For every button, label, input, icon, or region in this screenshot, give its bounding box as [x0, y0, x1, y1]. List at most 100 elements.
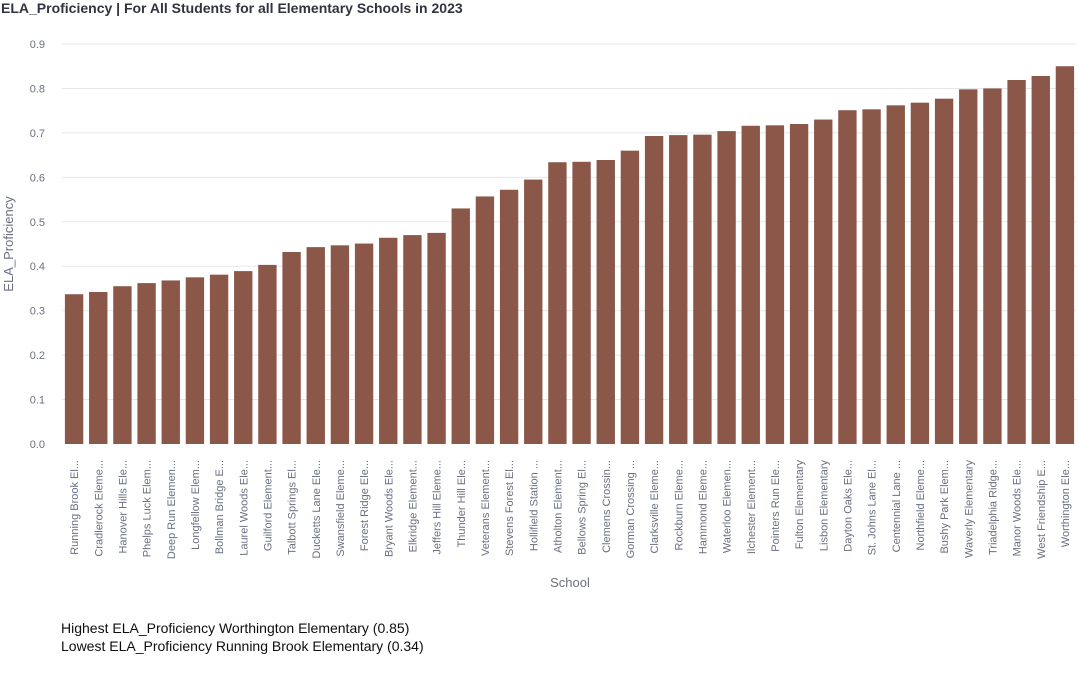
- bar[interactable]: [693, 134, 712, 444]
- x-tick-label: Elkridge Element...: [407, 460, 419, 552]
- bar[interactable]: [838, 110, 857, 444]
- bar[interactable]: [89, 292, 108, 444]
- y-tick-label: 0.1: [30, 395, 45, 407]
- summary-panel: Highest ELA_Proficiency Worthington Elem…: [61, 619, 424, 655]
- x-tick-label: Running Brook El...: [69, 460, 81, 555]
- bar[interactable]: [959, 89, 978, 444]
- x-tick-label: Dayton Oaks Ele...: [842, 460, 854, 552]
- bar[interactable]: [137, 283, 156, 444]
- x-tick-label: Lisbon Elementary: [818, 460, 830, 552]
- x-tick-label: Manor Woods Ele...: [1012, 460, 1024, 556]
- x-tick-label: Atholton Element...: [552, 460, 564, 553]
- bar[interactable]: [765, 125, 785, 444]
- bar[interactable]: [161, 280, 180, 444]
- x-axis-ticks: Running Brook El... Cradlerock Eleme... Ha…: [69, 460, 1072, 560]
- bar[interactable]: [499, 189, 519, 444]
- bar[interactable]: [379, 237, 398, 444]
- highest-summary: Highest ELA_Proficiency Worthington Elem…: [61, 620, 410, 636]
- y-tick-label: 0.2: [30, 350, 45, 362]
- y-tick-label: 0.9: [30, 39, 45, 51]
- bar[interactable]: [185, 277, 205, 444]
- x-tick-label: Cradlerock Eleme...: [93, 460, 105, 557]
- x-tick-label: Bellows Spring El...: [577, 460, 589, 555]
- x-tick-label: Hanover Hills Ele...: [117, 460, 129, 554]
- x-tick-label: Pointers Run Ele...: [770, 460, 782, 552]
- bar[interactable]: [306, 247, 325, 444]
- bar[interactable]: [596, 160, 615, 444]
- x-tick-label: West Friendship E...: [1036, 460, 1048, 559]
- bar[interactable]: [330, 245, 350, 444]
- x-tick-label: Fulton Elementary: [794, 460, 806, 550]
- gridlines: [62, 43, 1077, 401]
- x-tick-label: Waverly Elementary: [963, 460, 975, 559]
- x-tick-label: Swansfield Eleme...: [335, 460, 347, 557]
- bar[interactable]: [1007, 80, 1026, 444]
- bar[interactable]: [524, 179, 543, 445]
- bar[interactable]: [258, 264, 277, 444]
- bar[interactable]: [789, 124, 809, 444]
- chart-title: ELA_Proficiency | For All Students for a…: [1, 0, 463, 16]
- x-tick-label: Laurel Woods Ele...: [238, 460, 250, 556]
- x-tick-label: Veterans Element...: [480, 460, 492, 556]
- bar[interactable]: [427, 232, 446, 444]
- bar[interactable]: [64, 294, 84, 444]
- x-tick-label: Stevens Forest El...: [504, 460, 516, 556]
- x-tick-label: Guilford Element...: [262, 460, 274, 551]
- x-tick-label: Bushy Park Elem...: [939, 460, 951, 554]
- bar[interactable]: [620, 150, 640, 444]
- y-tick-label: 0.6: [30, 172, 45, 184]
- x-tick-label: Phelps Luck Elem...: [142, 460, 154, 557]
- bar[interactable]: [354, 243, 374, 444]
- y-tick-label: 0.3: [30, 306, 45, 318]
- bar[interactable]: [741, 125, 760, 445]
- bar[interactable]: [983, 88, 1002, 444]
- bar[interactable]: [1031, 76, 1050, 444]
- bar[interactable]: [934, 98, 954, 445]
- bar[interactable]: [475, 196, 495, 444]
- bar[interactable]: [886, 105, 905, 444]
- bars: [64, 66, 1075, 445]
- bar[interactable]: [403, 235, 422, 444]
- x-tick-label: Bryant Woods Ele...: [383, 460, 395, 557]
- y-tick-label: 0.5: [30, 217, 45, 229]
- bar[interactable]: [113, 286, 132, 444]
- bar[interactable]: [814, 119, 833, 445]
- lowest-summary: Lowest ELA_Proficiency Running Brook Ele…: [61, 638, 424, 654]
- bar[interactable]: [451, 208, 470, 444]
- x-tick-label: Triadelphia Ridge...: [987, 460, 999, 555]
- bar[interactable]: [1055, 66, 1075, 444]
- x-tick-label: Rockburn Eleme...: [673, 460, 685, 550]
- bar-chart: 0.0 0.1 0.2 0.3 0.4 0.5 0.6 0.7 0.8 0.9 Running B…: [1, 39, 1077, 590]
- bar[interactable]: [209, 274, 229, 444]
- x-tick-label: Jeffers Hill Eleme...: [432, 460, 444, 555]
- y-axis-title: ELA_Proficiency: [1, 196, 16, 292]
- bar[interactable]: [644, 136, 664, 444]
- x-tick-label: Forest Ridge Ele...: [359, 460, 371, 551]
- y-axis-ticks: 0.0 0.1 0.2 0.3 0.4 0.5 0.6 0.7 0.8 0.9: [30, 39, 45, 451]
- y-tick-label: 0.7: [30, 128, 45, 140]
- bar[interactable]: [548, 162, 567, 444]
- bar[interactable]: [669, 135, 688, 444]
- bar[interactable]: [862, 109, 881, 444]
- x-tick-label: Bollman Bridge E...: [214, 460, 226, 554]
- x-tick-label: Northfield Eleme...: [915, 460, 927, 550]
- bar[interactable]: [234, 271, 253, 444]
- x-tick-label: Ducketts Lane Ele...: [311, 460, 323, 558]
- x-tick-label: Centennial Lane ...: [891, 460, 903, 552]
- x-tick-label: Hollifield Station ...: [528, 460, 540, 551]
- y-tick-label: 0.8: [30, 83, 45, 95]
- bar[interactable]: [282, 252, 301, 444]
- x-tick-label: Hammond Eleme...: [697, 460, 709, 554]
- x-tick-label: Talbott Springs El...: [287, 460, 299, 555]
- bar[interactable]: [717, 131, 736, 444]
- x-tick-label: Longfellow Elem...: [190, 460, 202, 550]
- x-tick-label: Worthington Ele...: [1060, 460, 1072, 547]
- bar[interactable]: [572, 161, 591, 444]
- x-tick-label: Gorman Crossing ...: [625, 460, 637, 558]
- y-tick-label: 0.0: [30, 439, 45, 451]
- y-tick-label: 0.4: [30, 261, 45, 273]
- x-tick-label: Waterloo Elemen...: [722, 460, 734, 553]
- x-tick-label: St. Johns Lane El...: [867, 460, 879, 555]
- bar[interactable]: [910, 102, 930, 445]
- x-axis-title: School: [550, 575, 590, 590]
